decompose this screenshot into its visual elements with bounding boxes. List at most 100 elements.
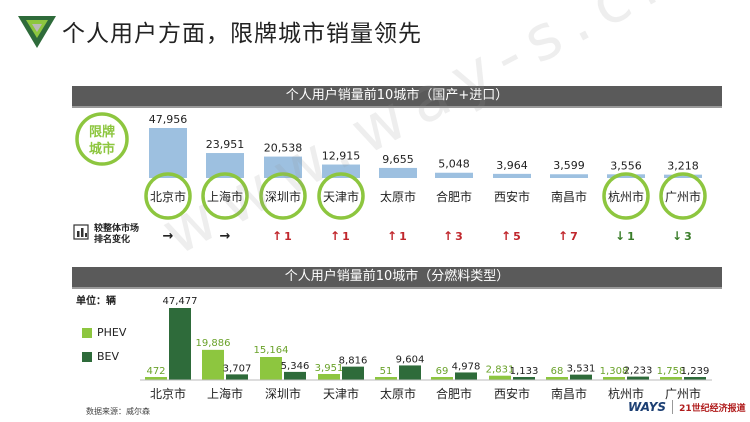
rank-change-value: 7 <box>570 230 578 243</box>
bottom-value-label-bev: 47,477 <box>163 296 198 307</box>
ranking-chart-icon <box>73 224 89 240</box>
rank-change-value: 5 <box>513 230 521 243</box>
brand-triangle-logo <box>18 16 56 48</box>
restricted-legend-circle <box>75 112 129 166</box>
restricted-city-circle <box>201 172 249 220</box>
bottom-bar-bev <box>455 372 477 380</box>
legend-bev-label: BEV <box>97 350 120 363</box>
restricted-legend-label-2: 城市 <box>89 141 115 157</box>
brand-footer: WAYS 21世纪经济报道 <box>628 400 746 414</box>
ways-logo-text: WAYS <box>628 400 667 414</box>
chart2-title-banner: 个人用户销量前10城市（分燃料类型） <box>72 267 722 289</box>
bottom-bar-bev <box>342 366 364 380</box>
bottom-value-label-phev: 51 <box>380 366 393 377</box>
bottom-value-label-phev: 1,308 <box>600 366 629 377</box>
top-value-label: 12,915 <box>322 150 361 163</box>
bottom-category-label: 合肥市 <box>436 386 472 401</box>
rank-down-arrow-icon: ↓ <box>672 229 682 243</box>
bottom-category-label: 上海市 <box>207 386 243 401</box>
bottom-value-label-bev: 3,707 <box>223 363 252 374</box>
bottom-bar-bev <box>627 376 649 380</box>
bottom-bar-bev <box>570 374 592 380</box>
top-bar-0 <box>149 128 187 178</box>
bottom-value-label-phev: 69 <box>436 366 449 377</box>
brand-divider <box>672 400 674 414</box>
bottom-value-label-bev: 1,133 <box>510 366 539 377</box>
bottom-bar-bev <box>513 377 535 380</box>
bottom-bar-phev <box>375 377 397 380</box>
legend-bev: BEV <box>82 350 119 363</box>
rank-up-arrow-icon: ↑ <box>558 229 568 243</box>
restricted-city-circle <box>602 172 650 220</box>
bottom-value-label-bev: 3,531 <box>567 364 596 375</box>
rank-same-arrow-icon: → <box>220 229 231 244</box>
top-category-label: 上海市 <box>207 189 243 204</box>
rank-up-arrow-icon: ↑ <box>272 229 282 243</box>
rank-up-arrow-icon: ↑ <box>330 229 340 243</box>
top-value-label: 3,556 <box>610 159 642 172</box>
bottom-category-label: 太原市 <box>380 386 416 401</box>
restricted-city-circle <box>259 172 307 220</box>
top-category-label: 天津市 <box>323 189 359 204</box>
top-value-label: 3,218 <box>667 160 699 173</box>
bottom-value-label-phev: 19,886 <box>196 338 231 349</box>
restricted-city-circle <box>144 172 192 220</box>
rank-up-arrow-icon: ↑ <box>443 229 453 243</box>
rank-change-value: 1 <box>342 230 350 243</box>
bottom-bar-phev <box>489 375 511 380</box>
bottom-bar-phev <box>603 377 625 380</box>
legend-phev-swatch <box>82 327 92 338</box>
rank-change-value: 1 <box>627 230 635 243</box>
bottom-value-label-phev: 68 <box>551 366 564 377</box>
bottom-bar-phev <box>145 377 167 380</box>
legend-phev-label: PHEV <box>97 326 127 339</box>
bottom-bar-phev <box>546 377 568 380</box>
bottom-category-label: 深圳市 <box>265 386 301 401</box>
rank-down-arrow-icon: ↓ <box>615 229 625 243</box>
bottom-value-label-phev: 2,831 <box>486 365 515 376</box>
rank-up-arrow-icon: ↑ <box>501 229 511 243</box>
top-value-label: 20,538 <box>264 142 303 155</box>
top-value-label: 9,655 <box>382 153 414 166</box>
bottom-category-label: 杭州市 <box>608 386 644 401</box>
rank-up-arrow-icon: ↑ <box>387 229 397 243</box>
bottom-value-label-phev: 1,758 <box>657 366 686 377</box>
bottom-bar-bev <box>399 365 421 380</box>
top-value-label: 47,956 <box>149 113 188 126</box>
bottom-bar-phev <box>202 349 224 380</box>
top-bar-6 <box>493 173 531 178</box>
bottom-bar-phev <box>660 377 682 380</box>
restricted-legend-label-1: 限牌 <box>89 124 115 140</box>
bottom-bar-phev <box>318 374 340 380</box>
bottom-category-label: 广州市 <box>665 386 701 401</box>
top-category-label: 广州市 <box>665 189 701 204</box>
bottom-category-label: 南昌市 <box>551 386 587 401</box>
data-source-note: 数据来源：威尔森 <box>86 407 150 416</box>
top-category-label: 南昌市 <box>551 189 587 204</box>
bottom-category-label: 北京市 <box>150 386 186 401</box>
top-value-label: 5,048 <box>438 158 470 171</box>
rank-same-arrow-icon: → <box>163 229 174 244</box>
bottom-value-label-bev: 1,239 <box>681 366 710 377</box>
bottom-value-label-bev: 9,604 <box>396 354 425 365</box>
rank-change-legend-label-2: 排名变化 <box>94 233 130 245</box>
top-bar-9 <box>664 174 702 178</box>
top-category-label: 太原市 <box>380 189 416 204</box>
top-bar-4 <box>379 167 417 178</box>
top-category-label: 杭州市 <box>608 189 644 204</box>
top-bar-3 <box>322 164 360 178</box>
top-value-label: 23,951 <box>206 138 245 151</box>
restricted-city-circle <box>317 172 365 220</box>
top-category-label: 合肥市 <box>436 189 472 204</box>
top-category-label: 深圳市 <box>265 189 301 204</box>
bottom-value-label-phev: 15,164 <box>254 345 289 356</box>
top-bar-2 <box>264 156 302 178</box>
bottom-bar-bev <box>169 308 191 380</box>
top-bar-7 <box>550 174 588 178</box>
top-value-label: 3,599 <box>553 159 585 172</box>
bottom-value-label-bev: 2,233 <box>624 366 653 377</box>
top-value-label: 3,964 <box>496 159 528 172</box>
rank-change-legend-label-1: 较整体市场 <box>94 222 139 234</box>
rank-change-value: 3 <box>455 230 463 243</box>
bottom-bar-phev <box>431 377 453 380</box>
